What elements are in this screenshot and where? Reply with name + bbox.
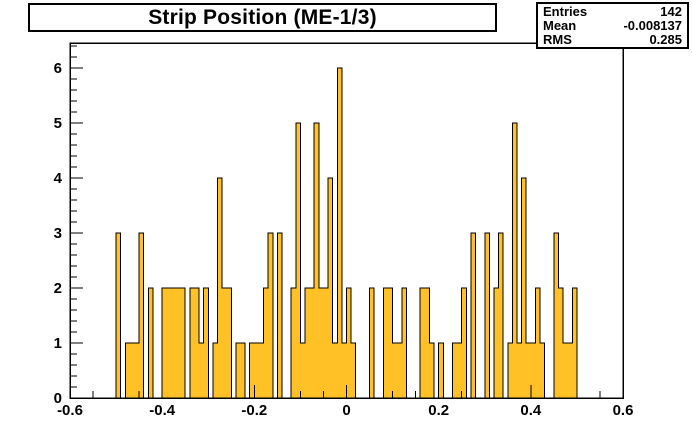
y-tick-label: 5: [54, 115, 62, 132]
stats-rms-label: RMS: [543, 32, 572, 47]
histogram-bars: [115, 67, 578, 399]
y-tick-label: 1: [54, 335, 62, 352]
y-tick-label: 4: [54, 170, 63, 187]
y-tick-label: 3: [54, 225, 62, 242]
stats-rms-value: 0.285: [649, 32, 682, 47]
chart-title-box: Strip Position (ME-1/3): [28, 3, 497, 32]
stats-row-entries: Entries 142: [543, 5, 682, 19]
stats-box: Entries 142 Mean -0.008137 RMS 0.285: [536, 2, 689, 49]
x-tick-label: 0.2: [428, 402, 449, 419]
x-tick-label: -0.2: [241, 402, 267, 419]
x-tick-label: 0.6: [613, 402, 634, 419]
y-tick-label: 6: [54, 60, 62, 77]
y-tick-label: 2: [54, 280, 62, 297]
stats-row-mean: Mean -0.008137: [543, 19, 682, 33]
stats-mean-label: Mean: [543, 18, 577, 33]
chart-title: Strip Position (ME-1/3): [148, 5, 377, 29]
x-tick-label: -0.4: [149, 402, 176, 419]
stats-entries-label: Entries: [543, 4, 588, 19]
stats-mean-value: -0.008137: [623, 18, 682, 33]
x-tick-label: 0.4: [520, 402, 542, 419]
x-tick-label: 0: [342, 402, 350, 419]
x-tick-label: -0.6: [57, 402, 83, 419]
stats-entries-value: 142: [660, 4, 682, 19]
y-tick-label: 0: [54, 390, 62, 407]
stats-row-rms: RMS 0.285: [543, 33, 682, 47]
